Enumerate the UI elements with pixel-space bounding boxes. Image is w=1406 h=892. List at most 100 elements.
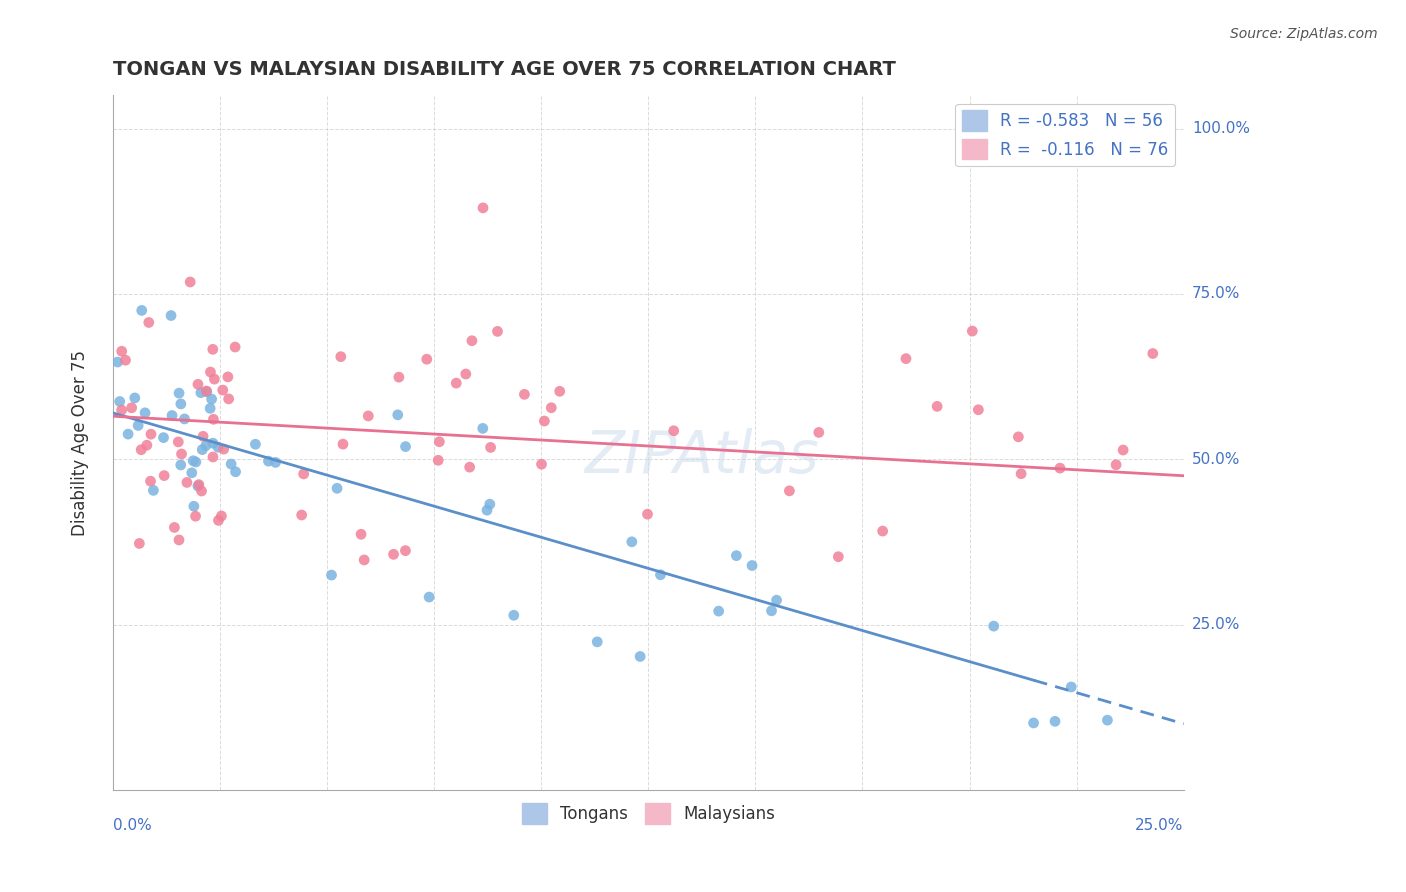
Point <box>778 483 800 498</box>
Point <box>187 479 209 493</box>
Point <box>761 604 783 618</box>
Text: 100.0%: 100.0% <box>1192 121 1250 136</box>
Point <box>387 408 409 422</box>
Point <box>533 414 555 428</box>
Point <box>620 534 643 549</box>
Text: 25.0%: 25.0% <box>1192 617 1240 632</box>
Point <box>530 457 553 471</box>
Point <box>1142 346 1164 360</box>
Point <box>180 466 202 480</box>
Text: 50.0%: 50.0% <box>1192 451 1240 467</box>
Point <box>117 427 139 442</box>
Point <box>202 412 225 426</box>
Point <box>212 442 235 457</box>
Point <box>257 454 280 468</box>
Point <box>628 649 651 664</box>
Text: 75.0%: 75.0% <box>1192 286 1240 301</box>
Point <box>1097 713 1119 727</box>
Point <box>586 635 609 649</box>
Point <box>225 465 247 479</box>
Point <box>134 406 156 420</box>
Point <box>502 608 524 623</box>
Point <box>128 536 150 550</box>
Point <box>139 474 162 488</box>
Point <box>219 457 242 471</box>
Point <box>1049 461 1071 475</box>
Point <box>173 412 195 426</box>
Point <box>121 401 143 415</box>
Point <box>486 325 509 339</box>
Point <box>962 324 984 338</box>
Point <box>160 409 183 423</box>
Point <box>194 439 217 453</box>
Point <box>187 377 209 392</box>
Point <box>201 436 224 450</box>
Point <box>478 497 501 511</box>
Point <box>195 384 218 399</box>
Point <box>218 392 240 406</box>
Point <box>170 458 193 472</box>
Point <box>201 450 224 464</box>
Point <box>394 543 416 558</box>
Point <box>195 384 218 398</box>
Point <box>211 383 233 397</box>
Point <box>217 370 239 384</box>
Point <box>765 593 787 607</box>
Point <box>332 437 354 451</box>
Text: 0.0%: 0.0% <box>112 818 152 833</box>
Point <box>108 394 131 409</box>
Point <box>200 365 222 379</box>
Point <box>472 201 495 215</box>
Point <box>894 351 917 366</box>
Point <box>176 475 198 490</box>
Point <box>245 437 267 451</box>
Point <box>207 513 229 527</box>
Point <box>198 401 221 416</box>
Point <box>184 509 207 524</box>
Point <box>353 553 375 567</box>
Point <box>357 409 380 423</box>
Point <box>183 500 205 514</box>
Point <box>650 567 672 582</box>
Point <box>1112 443 1135 458</box>
Point <box>167 386 190 401</box>
Point <box>446 376 468 391</box>
Point <box>637 507 659 521</box>
Point <box>107 355 129 369</box>
Point <box>513 387 536 401</box>
Point <box>1105 458 1128 472</box>
Point <box>191 429 214 443</box>
Text: ZIPAtlas: ZIPAtlas <box>585 428 820 485</box>
Point <box>181 454 204 468</box>
Point <box>416 352 439 367</box>
Point <box>827 549 849 564</box>
Point <box>152 431 174 445</box>
Point <box>461 334 484 348</box>
Point <box>207 440 229 454</box>
Point <box>927 400 949 414</box>
Point <box>190 483 212 498</box>
Point <box>187 477 209 491</box>
Point <box>138 316 160 330</box>
Point <box>471 421 494 435</box>
Point <box>475 503 498 517</box>
Point <box>170 397 193 411</box>
Point <box>1007 430 1029 444</box>
Point <box>1010 467 1032 481</box>
Point <box>110 403 132 417</box>
Point <box>153 468 176 483</box>
Text: TONGAN VS MALAYSIAN DISABILITY AGE OVER 75 CORRELATION CHART: TONGAN VS MALAYSIAN DISABILITY AGE OVER … <box>112 60 896 78</box>
Point <box>124 391 146 405</box>
Point <box>131 303 153 318</box>
Point <box>163 520 186 534</box>
Point <box>127 418 149 433</box>
Point <box>427 434 450 449</box>
Point <box>807 425 830 440</box>
Point <box>326 481 349 495</box>
Point <box>1060 680 1083 694</box>
Point <box>160 309 183 323</box>
Point <box>329 350 352 364</box>
Point <box>662 424 685 438</box>
Point <box>202 372 225 386</box>
Point <box>350 527 373 541</box>
